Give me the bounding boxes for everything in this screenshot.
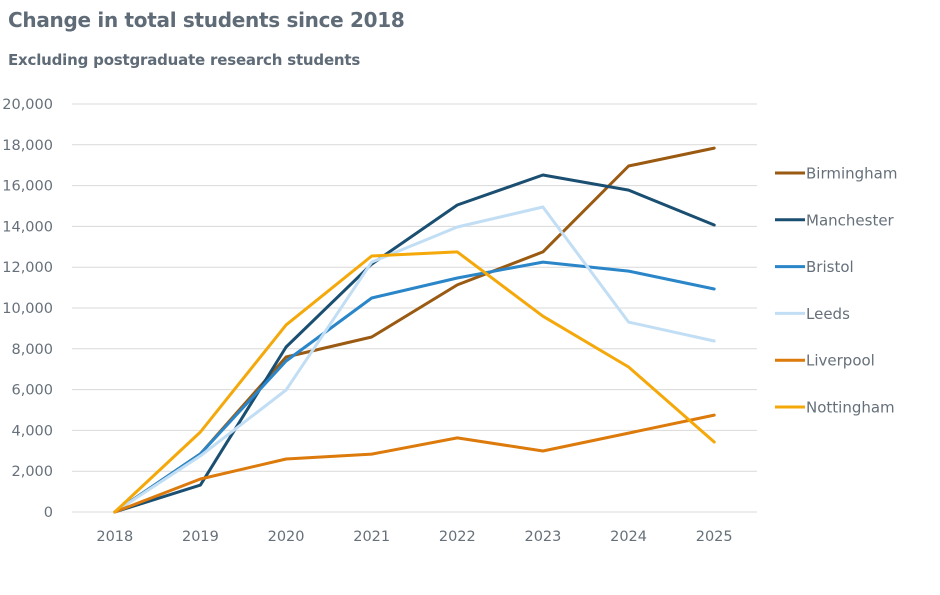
x-tick-label: 2022 <box>439 529 476 545</box>
y-tick-label: 14,000 <box>2 219 53 235</box>
legend-item-bristol: Bristol <box>775 258 854 276</box>
legend-label: Liverpool <box>806 352 875 370</box>
legend-item-leeds: Leeds <box>775 305 850 323</box>
x-tick-label: 2019 <box>182 529 219 545</box>
y-axis-ticks: 0 2,000 4,000 6,000 8,000 10,000 12,000 14,000 1… <box>2 97 53 521</box>
y-tick-label: 10,000 <box>2 301 53 317</box>
legend-item-birmingham: Birmingham <box>775 165 897 183</box>
y-tick-label: 4,000 <box>11 423 53 439</box>
chart-subtitle: Excluding postgraduate research students <box>8 51 361 69</box>
legend-item-liverpool: Liverpool <box>775 352 875 370</box>
y-tick-label: 2,000 <box>11 464 53 480</box>
legend-item-manchester: Manchester <box>775 211 895 229</box>
legend-label: Manchester <box>806 211 895 229</box>
series-lines <box>113 146 716 514</box>
legend: Birmingham Manchester Bristol Leeds Liverpoo… <box>775 165 897 417</box>
y-tick-label: 0 <box>44 505 53 521</box>
x-tick-label: 2020 <box>268 529 305 545</box>
y-tick-label: 12,000 <box>2 260 53 276</box>
y-tick-label: 8,000 <box>11 342 53 358</box>
legend-label: Leeds <box>806 305 850 323</box>
series-line-birmingham <box>113 146 716 514</box>
series-line-leeds <box>113 205 716 514</box>
series-line-manchester <box>113 173 716 514</box>
x-axis-ticks: 2018 2019 2020 2021 2022 2023 2024 2025 <box>96 529 732 545</box>
series-line-bristol <box>113 260 716 514</box>
y-tick-label: 20,000 <box>2 97 53 113</box>
legend-item-nottingham: Nottingham <box>775 399 895 417</box>
chart-title: Change in total students since 2018 <box>8 8 405 32</box>
x-tick-label: 2024 <box>610 529 647 545</box>
legend-label: Birmingham <box>806 165 897 183</box>
legend-label: Bristol <box>806 258 854 276</box>
y-tick-label: 16,000 <box>2 179 53 195</box>
legend-label: Nottingham <box>806 399 895 417</box>
gridlines <box>72 103 757 513</box>
y-tick-label: 6,000 <box>11 383 53 399</box>
x-tick-label: 2025 <box>696 529 733 545</box>
x-tick-label: 2021 <box>353 529 390 545</box>
series-line-nottingham <box>113 250 716 514</box>
x-tick-label: 2018 <box>96 529 133 545</box>
series-line-liverpool <box>113 413 716 514</box>
y-tick-label: 18,000 <box>2 138 53 154</box>
x-tick-label: 2023 <box>524 529 561 545</box>
